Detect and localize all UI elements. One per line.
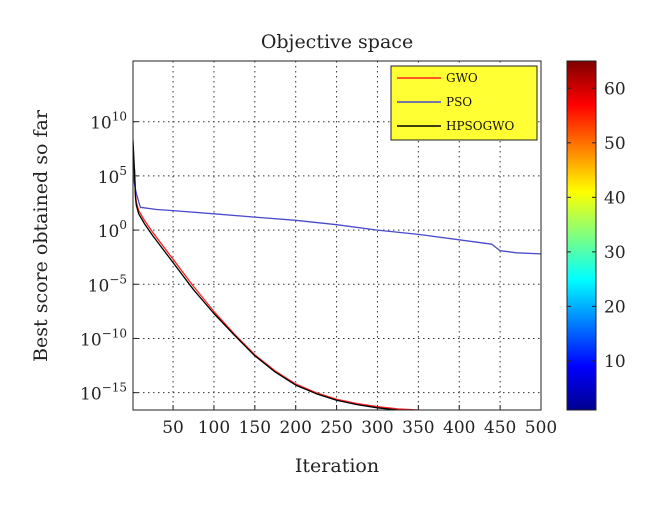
y-axis-label: Best score obtained so far [30, 109, 52, 362]
series-line-pso [133, 159, 541, 255]
legend-label-pso: PSO [446, 95, 472, 109]
x-tick-label: 250 [320, 418, 352, 438]
x-tick-label: 150 [239, 418, 271, 438]
x-tick-label: 450 [484, 418, 516, 438]
y-tick-label: 10−5 [88, 272, 127, 296]
y-tick-label: 10−15 [80, 381, 127, 405]
colorbar-tick-label: 50 [604, 134, 626, 154]
colorbar-tick-label: 30 [604, 243, 626, 263]
x-tick-label: 100 [198, 418, 230, 438]
x-tick-label: 200 [279, 418, 311, 438]
y-tick-label: 1010 [90, 110, 127, 134]
legend-label-hpsogwo: HPSOGWO [446, 119, 515, 133]
colorbar-tick-label: 60 [604, 79, 626, 99]
colorbar-tick-label: 10 [604, 352, 626, 372]
x-axis-label: Iteration [295, 455, 379, 477]
legend: GWO PSO HPSOGWO [390, 65, 538, 141]
series-lines [133, 140, 541, 410]
y-tick-label: 10−10 [80, 326, 127, 350]
series-line-gwo [133, 168, 431, 410]
x-tick-label: 350 [402, 418, 434, 438]
chart-title: Objective space [261, 31, 413, 53]
x-axis-ticks: 50 100 150 200 250 300 350 400 450 500 [162, 405, 557, 438]
colorbar-gradient [566, 60, 597, 411]
x-tick-label: 500 [525, 418, 557, 438]
legend-label-gwo: GWO [446, 71, 478, 85]
x-tick-label: 300 [361, 418, 393, 438]
x-tick-label: 400 [443, 418, 475, 438]
y-tick-label: 105 [98, 164, 127, 188]
y-tick-label: 100 [98, 218, 127, 242]
colorbar: 10 20 30 40 50 60 [566, 60, 626, 411]
colorbar-tick-label: 40 [604, 188, 626, 208]
y-axis-ticks: 1010 105 100 10−5 10−10 10−15 [80, 110, 138, 405]
series-line-hpsogwo [133, 140, 411, 410]
x-tick-label: 50 [162, 418, 184, 438]
colorbar-tick-label: 20 [604, 297, 626, 317]
